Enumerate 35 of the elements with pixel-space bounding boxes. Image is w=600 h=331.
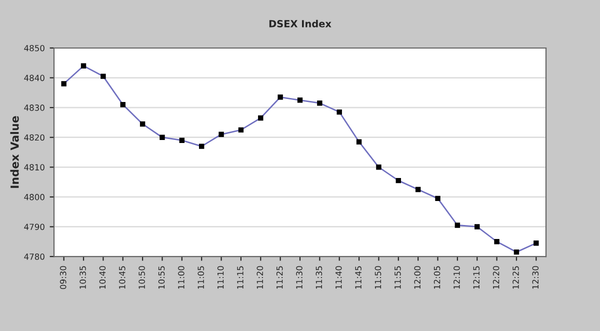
x-tick-label: 11:20	[256, 266, 264, 289]
y-tick-label: 4850	[24, 44, 44, 52]
y-tick-label: 4800	[24, 194, 44, 200]
x-tick-label: 11:35	[316, 266, 322, 289]
x-tick-label: 11:50	[374, 266, 382, 289]
x-tick-label: 11:10	[217, 266, 224, 289]
x-tick-label: 12:05	[434, 266, 440, 289]
x-tick-label: 10:35	[80, 266, 86, 289]
x-tick-label: 11:45	[355, 266, 362, 289]
x-tick-label: 10:55	[158, 266, 165, 289]
y-tick-label: 4780	[24, 254, 44, 260]
x-tick-label: 11:05	[198, 266, 204, 289]
y-tick-label: 4820	[24, 134, 44, 141]
x-tick-label: 12:15	[473, 266, 480, 289]
y-tick-label: 4840	[24, 74, 44, 82]
y-axis-title: Index Value	[10, 116, 19, 188]
chart-title: DSEX Index	[269, 20, 332, 28]
x-tick-label: 11:30	[296, 266, 302, 289]
x-tick-label: 09:30	[60, 266, 66, 290]
x-tick-label: 12:00	[414, 266, 420, 289]
y-tick-label: 4830	[24, 104, 44, 111]
x-tick-label: 12:25	[512, 266, 519, 289]
x-tick-label: 11:00	[178, 266, 184, 289]
x-tick-label: 11:25	[276, 266, 283, 289]
x-tick-label: 12:10	[454, 266, 460, 289]
x-tick-label: 10:40	[99, 266, 106, 289]
x-tick-label: 12:30	[532, 266, 539, 289]
x-tick-label: 11:40	[335, 266, 342, 289]
x-tick-label: 11:15	[237, 266, 244, 289]
x-tick-label: 10:50	[138, 266, 145, 289]
x-tick-label: 10:45	[118, 266, 126, 289]
y-tick-label: 4790	[24, 224, 44, 230]
x-tick-label: 12:20	[492, 266, 500, 289]
y-tick-label: 4810	[24, 164, 44, 170]
x-tick-label: 11:55	[394, 266, 401, 289]
